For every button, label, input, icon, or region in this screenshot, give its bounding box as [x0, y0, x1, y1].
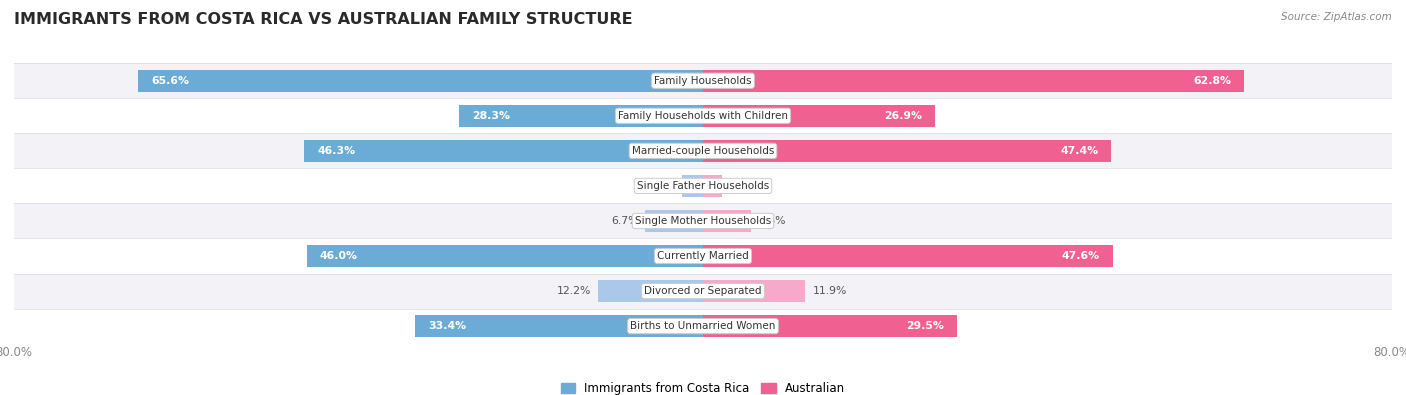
Text: Source: ZipAtlas.com: Source: ZipAtlas.com — [1281, 12, 1392, 22]
Text: Single Mother Households: Single Mother Households — [636, 216, 770, 226]
Text: 33.4%: 33.4% — [429, 321, 467, 331]
Legend: Immigrants from Costa Rica, Australian: Immigrants from Costa Rica, Australian — [557, 377, 849, 395]
Bar — [14, 134, 1392, 168]
Bar — [14, 168, 1392, 203]
Bar — [598, 280, 703, 302]
Text: IMMIGRANTS FROM COSTA RICA VS AUSTRALIAN FAMILY STRUCTURE: IMMIGRANTS FROM COSTA RICA VS AUSTRALIAN… — [14, 12, 633, 27]
Text: 62.8%: 62.8% — [1192, 76, 1230, 86]
Text: 47.6%: 47.6% — [1062, 251, 1099, 261]
Bar — [703, 280, 806, 302]
Text: 2.2%: 2.2% — [728, 181, 756, 191]
Text: 47.4%: 47.4% — [1060, 146, 1098, 156]
Bar — [14, 273, 1392, 308]
Text: 65.6%: 65.6% — [150, 76, 188, 86]
Bar — [703, 175, 721, 197]
Bar — [460, 105, 703, 127]
Bar — [703, 315, 957, 337]
Bar — [415, 315, 703, 337]
Text: 29.5%: 29.5% — [907, 321, 945, 331]
Text: Single Father Households: Single Father Households — [637, 181, 769, 191]
Text: 11.9%: 11.9% — [813, 286, 846, 296]
Text: Family Households: Family Households — [654, 76, 752, 86]
Text: 26.9%: 26.9% — [884, 111, 922, 121]
Text: 46.3%: 46.3% — [318, 146, 356, 156]
Bar — [138, 70, 703, 92]
Bar — [645, 210, 703, 232]
Bar — [703, 70, 1244, 92]
Bar — [703, 105, 935, 127]
Text: Family Households with Children: Family Households with Children — [619, 111, 787, 121]
Bar — [703, 245, 1114, 267]
Text: 12.2%: 12.2% — [557, 286, 591, 296]
Text: 5.6%: 5.6% — [758, 216, 786, 226]
Bar — [307, 245, 703, 267]
Bar — [14, 308, 1392, 344]
Text: Currently Married: Currently Married — [657, 251, 749, 261]
Bar — [703, 210, 751, 232]
Text: 46.0%: 46.0% — [319, 251, 357, 261]
Bar — [14, 239, 1392, 273]
Text: 2.4%: 2.4% — [648, 181, 675, 191]
Bar — [14, 98, 1392, 134]
Text: Births to Unmarried Women: Births to Unmarried Women — [630, 321, 776, 331]
Text: Married-couple Households: Married-couple Households — [631, 146, 775, 156]
Text: 6.7%: 6.7% — [612, 216, 638, 226]
Bar — [14, 203, 1392, 239]
Text: 28.3%: 28.3% — [472, 111, 510, 121]
Bar — [682, 175, 703, 197]
Bar — [304, 140, 703, 162]
Text: Divorced or Separated: Divorced or Separated — [644, 286, 762, 296]
Bar — [703, 140, 1111, 162]
Bar — [14, 63, 1392, 98]
